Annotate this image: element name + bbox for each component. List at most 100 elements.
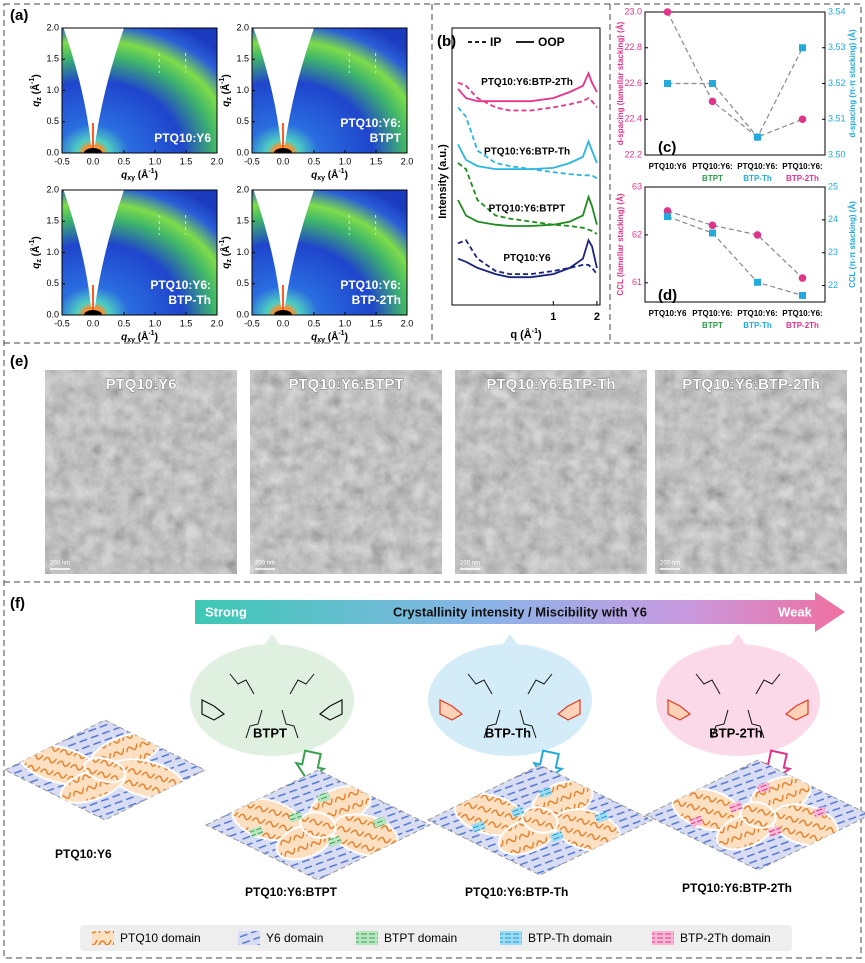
x-axis-label: qxy (Å-1) xyxy=(311,168,348,182)
morphology xyxy=(3,719,207,821)
marker xyxy=(754,278,761,286)
side-chain xyxy=(527,673,553,695)
end-group xyxy=(667,699,692,721)
x-axis-label-part: (Å xyxy=(517,328,532,341)
additive-domain xyxy=(249,825,264,838)
y-tick-label: 63 xyxy=(632,181,642,191)
x-axis-label-part: ) xyxy=(155,170,158,181)
x-tick-label: 1.0 xyxy=(149,156,162,166)
x-tick-label: 1.0 xyxy=(339,318,352,328)
additive-domain xyxy=(812,806,827,819)
tem-texture xyxy=(250,370,442,574)
series-label: PTQ10:Y6:BTP-2Th xyxy=(481,77,573,88)
blend-label: PTQ10:Y6 xyxy=(55,847,112,861)
x-axis-label-part: ) xyxy=(155,332,158,343)
x-axis-label: qxy (Å-1) xyxy=(121,330,158,344)
additive-domain xyxy=(471,820,486,833)
tem-tint xyxy=(45,370,237,574)
blend-label: PTQ10:Y6:BTPT xyxy=(245,885,338,899)
x-axis-label: q (Å-1) xyxy=(510,328,542,341)
panel-label: (b) xyxy=(437,33,456,50)
y-tick-label: 22.4 xyxy=(624,114,642,124)
side-chain xyxy=(711,709,729,739)
molecule-name: BTP-2Th xyxy=(709,725,763,740)
y-axis-label-part: q xyxy=(221,263,232,269)
x-tick-label: BTP-2Th xyxy=(786,174,819,183)
x-tick-label: 2.0 xyxy=(211,156,224,166)
missing-wedge xyxy=(253,190,314,307)
domains xyxy=(18,731,186,804)
arrow-start: Strong xyxy=(205,604,247,619)
y2-tick-label: 3.50 xyxy=(828,149,846,159)
oop-line xyxy=(457,138,598,170)
y-axis-label: Intensity (a.u.) xyxy=(437,144,449,219)
ptq10-domain xyxy=(521,806,559,834)
arrow-end: Weak xyxy=(778,604,812,619)
marker xyxy=(799,291,806,299)
x-axis-label-part: q xyxy=(311,170,317,181)
x-axis-label-part: ) xyxy=(538,329,542,341)
y-axis-label-part: ) xyxy=(221,74,232,77)
panel-label: (a) xyxy=(10,7,28,24)
legend-swatch xyxy=(356,931,378,945)
y-tick-label: 22.2 xyxy=(624,149,642,159)
molecule-bubble: BTP-Th xyxy=(428,634,592,756)
side-chain xyxy=(519,709,537,739)
ptq10-domain xyxy=(739,801,777,829)
y-axis-label-part: -1 xyxy=(29,77,36,83)
sample-label: BTP-2Th xyxy=(352,293,401,307)
side-chain xyxy=(229,673,255,695)
scale-bar-label: 200 nm xyxy=(255,561,275,567)
x-axis-label: qxy (Å-1) xyxy=(121,168,158,182)
legend-swatch xyxy=(500,931,522,945)
marker xyxy=(664,213,671,221)
x-tick-label: PTQ10:Y6: xyxy=(692,309,732,318)
marker xyxy=(798,274,807,282)
legend-swatch xyxy=(92,931,114,945)
tem-label: PTQ10:Y6:BTPT xyxy=(288,376,403,393)
tem-image: PTQ10:Y6:BTP-2Th 200 nm xyxy=(655,370,847,574)
missing-wedge xyxy=(253,28,314,145)
ptq10-domain xyxy=(83,756,127,784)
tem-tint xyxy=(455,370,647,574)
x-axis-label-part: xy xyxy=(127,337,135,344)
additive-domain xyxy=(538,786,553,799)
morphology xyxy=(426,764,654,876)
x-tick-label: -0.5 xyxy=(244,318,260,328)
tem-image: PTQ10:Y6 200 nm xyxy=(45,370,237,574)
x-axis-label-part: (Å xyxy=(135,330,148,343)
y-tick-label: 1.5 xyxy=(46,216,59,226)
y2-tick-label: 22 xyxy=(828,280,838,290)
x-axis-label-part: -1 xyxy=(148,330,154,337)
additive-domain xyxy=(767,825,782,838)
end-group xyxy=(556,699,581,721)
y2-tick-label: 3.53 xyxy=(828,42,846,52)
tem-label: PTQ10:Y6:BTP-2Th xyxy=(682,376,820,393)
x-axis-label-part: (Å xyxy=(325,168,338,181)
series-label: PTQ10:Y6:BTPT xyxy=(489,203,566,214)
ip-line xyxy=(457,81,598,112)
molecule-bubble: BTP-2Th xyxy=(656,634,820,756)
y-axis-label-part: -1 xyxy=(29,239,36,245)
y2-axis-label: CCL (π-π stacking) (Å) xyxy=(848,201,857,288)
y-axis-label-part: z xyxy=(36,97,43,101)
x-axis-label-part: xy xyxy=(317,175,325,182)
y-tick-label: 0.0 xyxy=(46,309,59,319)
y2-tick-label: 3.52 xyxy=(828,78,846,88)
x-axis-label-part: ) xyxy=(345,332,348,343)
missing-wedge xyxy=(63,190,124,307)
marker xyxy=(799,44,806,52)
x-tick-label: -0.5 xyxy=(244,156,260,166)
oop-line xyxy=(457,71,598,103)
y2-tick-label: 3.51 xyxy=(828,114,846,124)
x-axis-label-part: q xyxy=(311,332,317,343)
x-tick-label: 1 xyxy=(550,311,556,323)
x-tick-label: PTQ10:Y6: xyxy=(692,162,732,171)
x-axis-label-part: -1 xyxy=(338,330,344,337)
end-group xyxy=(439,699,464,721)
x-axis-label-part: (Å xyxy=(325,330,338,343)
x-tick-label: 1.0 xyxy=(149,318,162,328)
morphology xyxy=(644,759,865,871)
y-tick-label: 22.8 xyxy=(624,42,642,52)
